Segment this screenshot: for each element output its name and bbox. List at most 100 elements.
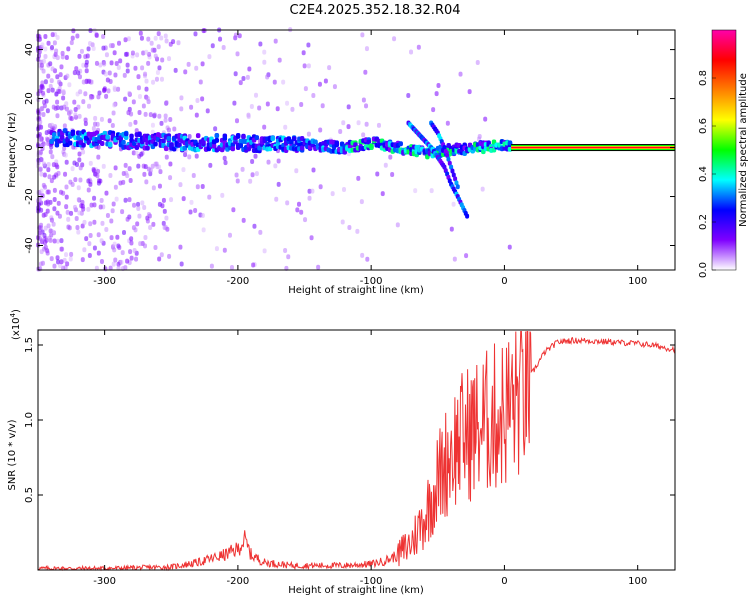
spectrogram-cell bbox=[150, 122, 155, 128]
spectrogram-cell bbox=[237, 33, 242, 39]
spectrogram-cell bbox=[122, 72, 127, 78]
spectrogram-cell bbox=[88, 233, 93, 239]
spectrogram-cell bbox=[201, 227, 206, 233]
spectrogram-cell bbox=[118, 58, 123, 64]
spectrogram-cell bbox=[475, 59, 480, 65]
spectrogram-cell bbox=[150, 129, 155, 135]
spectrogram-cell bbox=[72, 99, 77, 105]
spectrogram-cell bbox=[118, 180, 123, 186]
spectrogram-cell bbox=[320, 103, 325, 109]
spectrogram-cell bbox=[173, 67, 178, 73]
spectrogram-cell bbox=[112, 241, 117, 247]
spectrogram-cell bbox=[88, 181, 93, 187]
spectrogram-cell bbox=[507, 244, 512, 250]
spectrogram-cell bbox=[238, 143, 244, 149]
spectrogram-cell bbox=[96, 250, 101, 256]
spectrogram-cell bbox=[129, 236, 134, 242]
spectrogram-cell bbox=[295, 207, 300, 213]
spectrogram-cell bbox=[129, 255, 134, 261]
snr-y-tick-label: 1.5 bbox=[24, 337, 35, 353]
spectrogram-cell bbox=[75, 225, 80, 231]
spectrogram-cell bbox=[452, 256, 457, 262]
snr-frame bbox=[37, 329, 676, 571]
spectrogram-cell bbox=[299, 209, 304, 215]
spectrogram-cell bbox=[76, 197, 81, 203]
spectrogram-cell bbox=[82, 219, 87, 225]
spectrogram-cell bbox=[136, 85, 141, 91]
spectrogram-cell bbox=[79, 48, 84, 54]
spectrogram-cell bbox=[230, 146, 236, 152]
spectrogram-cell bbox=[144, 78, 149, 84]
spectrogram-cell bbox=[133, 119, 138, 125]
spectrogram-cell bbox=[303, 217, 308, 223]
spectrogram-cell bbox=[99, 197, 104, 203]
spectrogram-cell bbox=[68, 109, 73, 115]
spectrogram-cell bbox=[38, 261, 43, 267]
spectrogram-cell bbox=[62, 145, 67, 151]
spectrogram-cell bbox=[189, 199, 194, 205]
spectrogram-cell bbox=[38, 119, 43, 125]
spectrogram-cell bbox=[75, 162, 80, 168]
spectrogram-cell bbox=[313, 139, 318, 145]
spectrogram-cell bbox=[390, 172, 395, 178]
spectrogram-y-ticks: -40 -20 0 20 40 bbox=[24, 43, 675, 254]
spectrogram-cell bbox=[222, 155, 227, 161]
spectrogram-cell bbox=[364, 103, 369, 109]
spectrogram-cell bbox=[299, 145, 305, 151]
spectrogram-cell bbox=[214, 133, 220, 139]
spectrogram-cell bbox=[311, 167, 316, 173]
spectrogram-cell bbox=[81, 79, 86, 85]
spectrogram-cell bbox=[157, 256, 162, 262]
spectrogram-cell bbox=[137, 93, 142, 99]
spectrogram-cell bbox=[125, 68, 130, 74]
spectrogram-cell bbox=[207, 54, 212, 60]
spectrogram-cell bbox=[43, 244, 48, 250]
spectrogram-cell bbox=[72, 204, 77, 210]
spectrogram-cell bbox=[159, 120, 164, 126]
spectrogram-cell bbox=[486, 140, 491, 146]
spectrogram-cell bbox=[120, 209, 125, 215]
spectrogram-cell bbox=[76, 70, 81, 76]
spectrogram-cell bbox=[137, 131, 142, 137]
spectrogram-cell bbox=[43, 212, 48, 218]
spectrogram-cell bbox=[453, 176, 458, 182]
spectrogram-cell bbox=[262, 248, 267, 254]
spectrogram-cells bbox=[36, 27, 513, 272]
spectrogram-cell bbox=[195, 97, 200, 103]
spectrogram-cell bbox=[87, 253, 92, 259]
spectrogram-cell bbox=[123, 51, 128, 57]
spectrogram-cell bbox=[451, 201, 456, 207]
spectrogram-cell bbox=[74, 216, 79, 222]
spectrogram-cell bbox=[66, 216, 71, 222]
spectrogram-cell bbox=[245, 74, 250, 80]
spectrogram-cell bbox=[253, 153, 258, 159]
spectrogram-cell bbox=[454, 180, 459, 186]
spectrogram-cell bbox=[157, 65, 162, 71]
spectrogram-cell bbox=[105, 134, 110, 140]
spectrogram-cell bbox=[133, 227, 138, 233]
spectrogram-cell bbox=[55, 238, 60, 244]
spectrogram-cell bbox=[178, 182, 183, 188]
spectrogram-cell bbox=[92, 219, 97, 225]
spectrogram-cell bbox=[241, 76, 246, 82]
spectrogram-cell bbox=[80, 223, 85, 229]
spectrogram-cell bbox=[347, 224, 352, 230]
spectrogram-cell bbox=[355, 228, 360, 234]
spectrogram-cell bbox=[129, 240, 134, 246]
spectrogram-cell bbox=[254, 92, 259, 98]
spectrogram-cell bbox=[449, 164, 454, 170]
spectrogram-cell bbox=[65, 209, 70, 215]
spectrogram-cell bbox=[450, 168, 455, 174]
spectrogram-cell bbox=[59, 134, 65, 140]
spectrogram-cell bbox=[311, 93, 316, 99]
spectrogram-cell bbox=[128, 249, 133, 255]
spectrogram-cell bbox=[262, 59, 267, 65]
spectrogram-cell bbox=[238, 80, 243, 86]
spectrogram-cell bbox=[257, 145, 262, 151]
spectrogram-cell bbox=[154, 76, 159, 82]
spectrogram-cell bbox=[37, 49, 42, 55]
spectrogram-cell bbox=[179, 95, 184, 101]
spectrogram-cell bbox=[207, 194, 212, 200]
spectrogram-cell bbox=[323, 78, 328, 84]
